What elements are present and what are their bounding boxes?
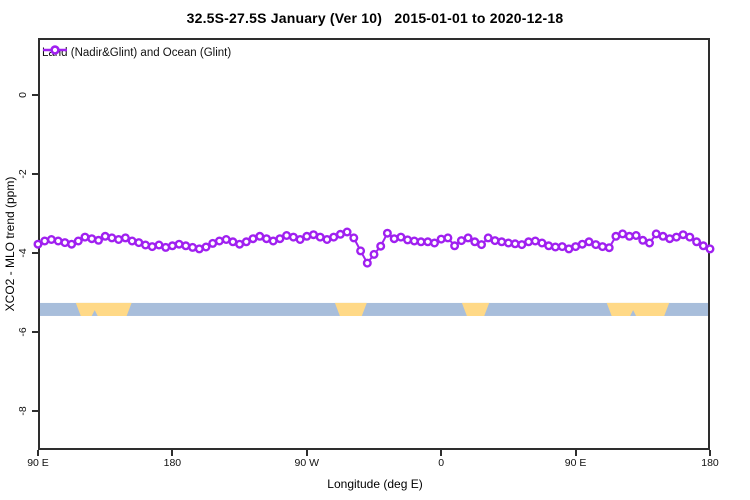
data-point-marker: [356, 246, 366, 256]
data-point-marker: [342, 227, 352, 237]
y-tick-label: -4: [17, 248, 29, 258]
x-tick-label: 90 E: [27, 457, 49, 469]
data-point-marker: [497, 237, 507, 247]
data-point-marker: [94, 235, 104, 245]
chart-title: 32.5S-27.5S January (Ver 10) 2015-01-01 …: [186, 10, 564, 26]
x-tick-label: 180: [701, 457, 719, 469]
plot-area: Land (Nadir&Glint) and Ocean (Glint): [33, 38, 715, 450]
ocean-coverage-band: [38, 302, 710, 316]
data-point-marker: [550, 242, 560, 252]
x-tick-label: 90 E: [564, 457, 587, 469]
legend: Land (Nadir&Glint) and Ocean (Glint): [42, 44, 231, 62]
legend-label: Land (Nadir&Glint) and Ocean (Glint): [42, 47, 232, 59]
data-point-marker: [631, 230, 641, 240]
data-point-marker: [544, 241, 554, 251]
data-point-marker: [463, 233, 473, 243]
plot-canvas: [33, 38, 715, 450]
y-tick-label: -6: [17, 327, 29, 337]
x-tick-label: 90 W: [294, 457, 320, 469]
data-point-marker: [436, 234, 446, 244]
data-point-marker: [490, 236, 500, 246]
data-point-marker: [80, 232, 90, 242]
data-point-marker: [349, 233, 359, 243]
x-tick-label: 180: [163, 457, 182, 469]
data-point-marker: [450, 241, 460, 251]
data-point-marker: [120, 233, 130, 243]
data-point-marker: [403, 235, 413, 245]
data-point-marker: [477, 240, 487, 250]
data-point-marker: [376, 241, 386, 251]
data-point-marker: [214, 236, 224, 246]
y-tick-label: -2: [17, 169, 29, 179]
data-point-marker: [645, 238, 655, 248]
x-tick-mark: [709, 450, 711, 456]
data-point-marker: [423, 237, 433, 247]
data-point-marker: [275, 234, 285, 244]
data-point-marker: [295, 234, 305, 244]
y-tick-mark: [32, 94, 38, 97]
land-coverage-segment: [75, 302, 132, 316]
x-tick-mark: [574, 450, 577, 456]
data-point-marker: [362, 258, 372, 268]
land-coverage-segment: [606, 302, 670, 316]
data-point-marker: [201, 242, 211, 252]
y-tick-label: -8: [17, 405, 29, 416]
data-point-marker: [282, 230, 292, 240]
data-point-marker: [114, 234, 124, 244]
y-tick-label: 0: [17, 92, 29, 99]
data-point-marker: [598, 242, 608, 252]
data-point-marker: [67, 239, 77, 249]
data-point-marker: [241, 237, 251, 247]
y-tick-mark: [32, 251, 38, 254]
data-point-marker: [705, 244, 715, 254]
legend-marker-icon: [43, 45, 67, 55]
y-tick-mark: [32, 173, 38, 176]
data-point-marker: [604, 243, 614, 253]
land-coverage-segment: [461, 302, 490, 316]
x-tick-label: 0: [438, 457, 445, 469]
data-point-marker: [73, 236, 83, 246]
data-point-marker: [430, 238, 440, 248]
data-point-marker: [692, 237, 702, 247]
y-tick-mark: [32, 409, 38, 412]
data-point-marker: [369, 249, 379, 259]
data-point-marker: [517, 240, 527, 250]
y-tick-mark: [32, 330, 38, 333]
data-point-marker: [685, 232, 695, 242]
x-axis-label: Longitude (deg E): [327, 477, 423, 491]
data-point-marker: [443, 233, 453, 243]
data-point-marker: [382, 228, 392, 238]
y-axis-label: XCO2 - MLO trend (ppm): [3, 176, 17, 312]
x-tick-mark: [440, 450, 443, 456]
data-point-marker: [584, 237, 594, 247]
data-point-marker: [46, 234, 56, 244]
data-point-marker: [483, 233, 493, 243]
x-tick-mark: [171, 450, 174, 456]
data-point-marker: [181, 241, 191, 251]
x-tick-mark: [305, 450, 308, 456]
x-tick-mark: [37, 450, 39, 456]
data-point-marker: [33, 239, 43, 249]
data-point-marker: [147, 242, 157, 252]
land-coverage-segment: [334, 302, 367, 316]
data-point-marker: [698, 241, 708, 251]
